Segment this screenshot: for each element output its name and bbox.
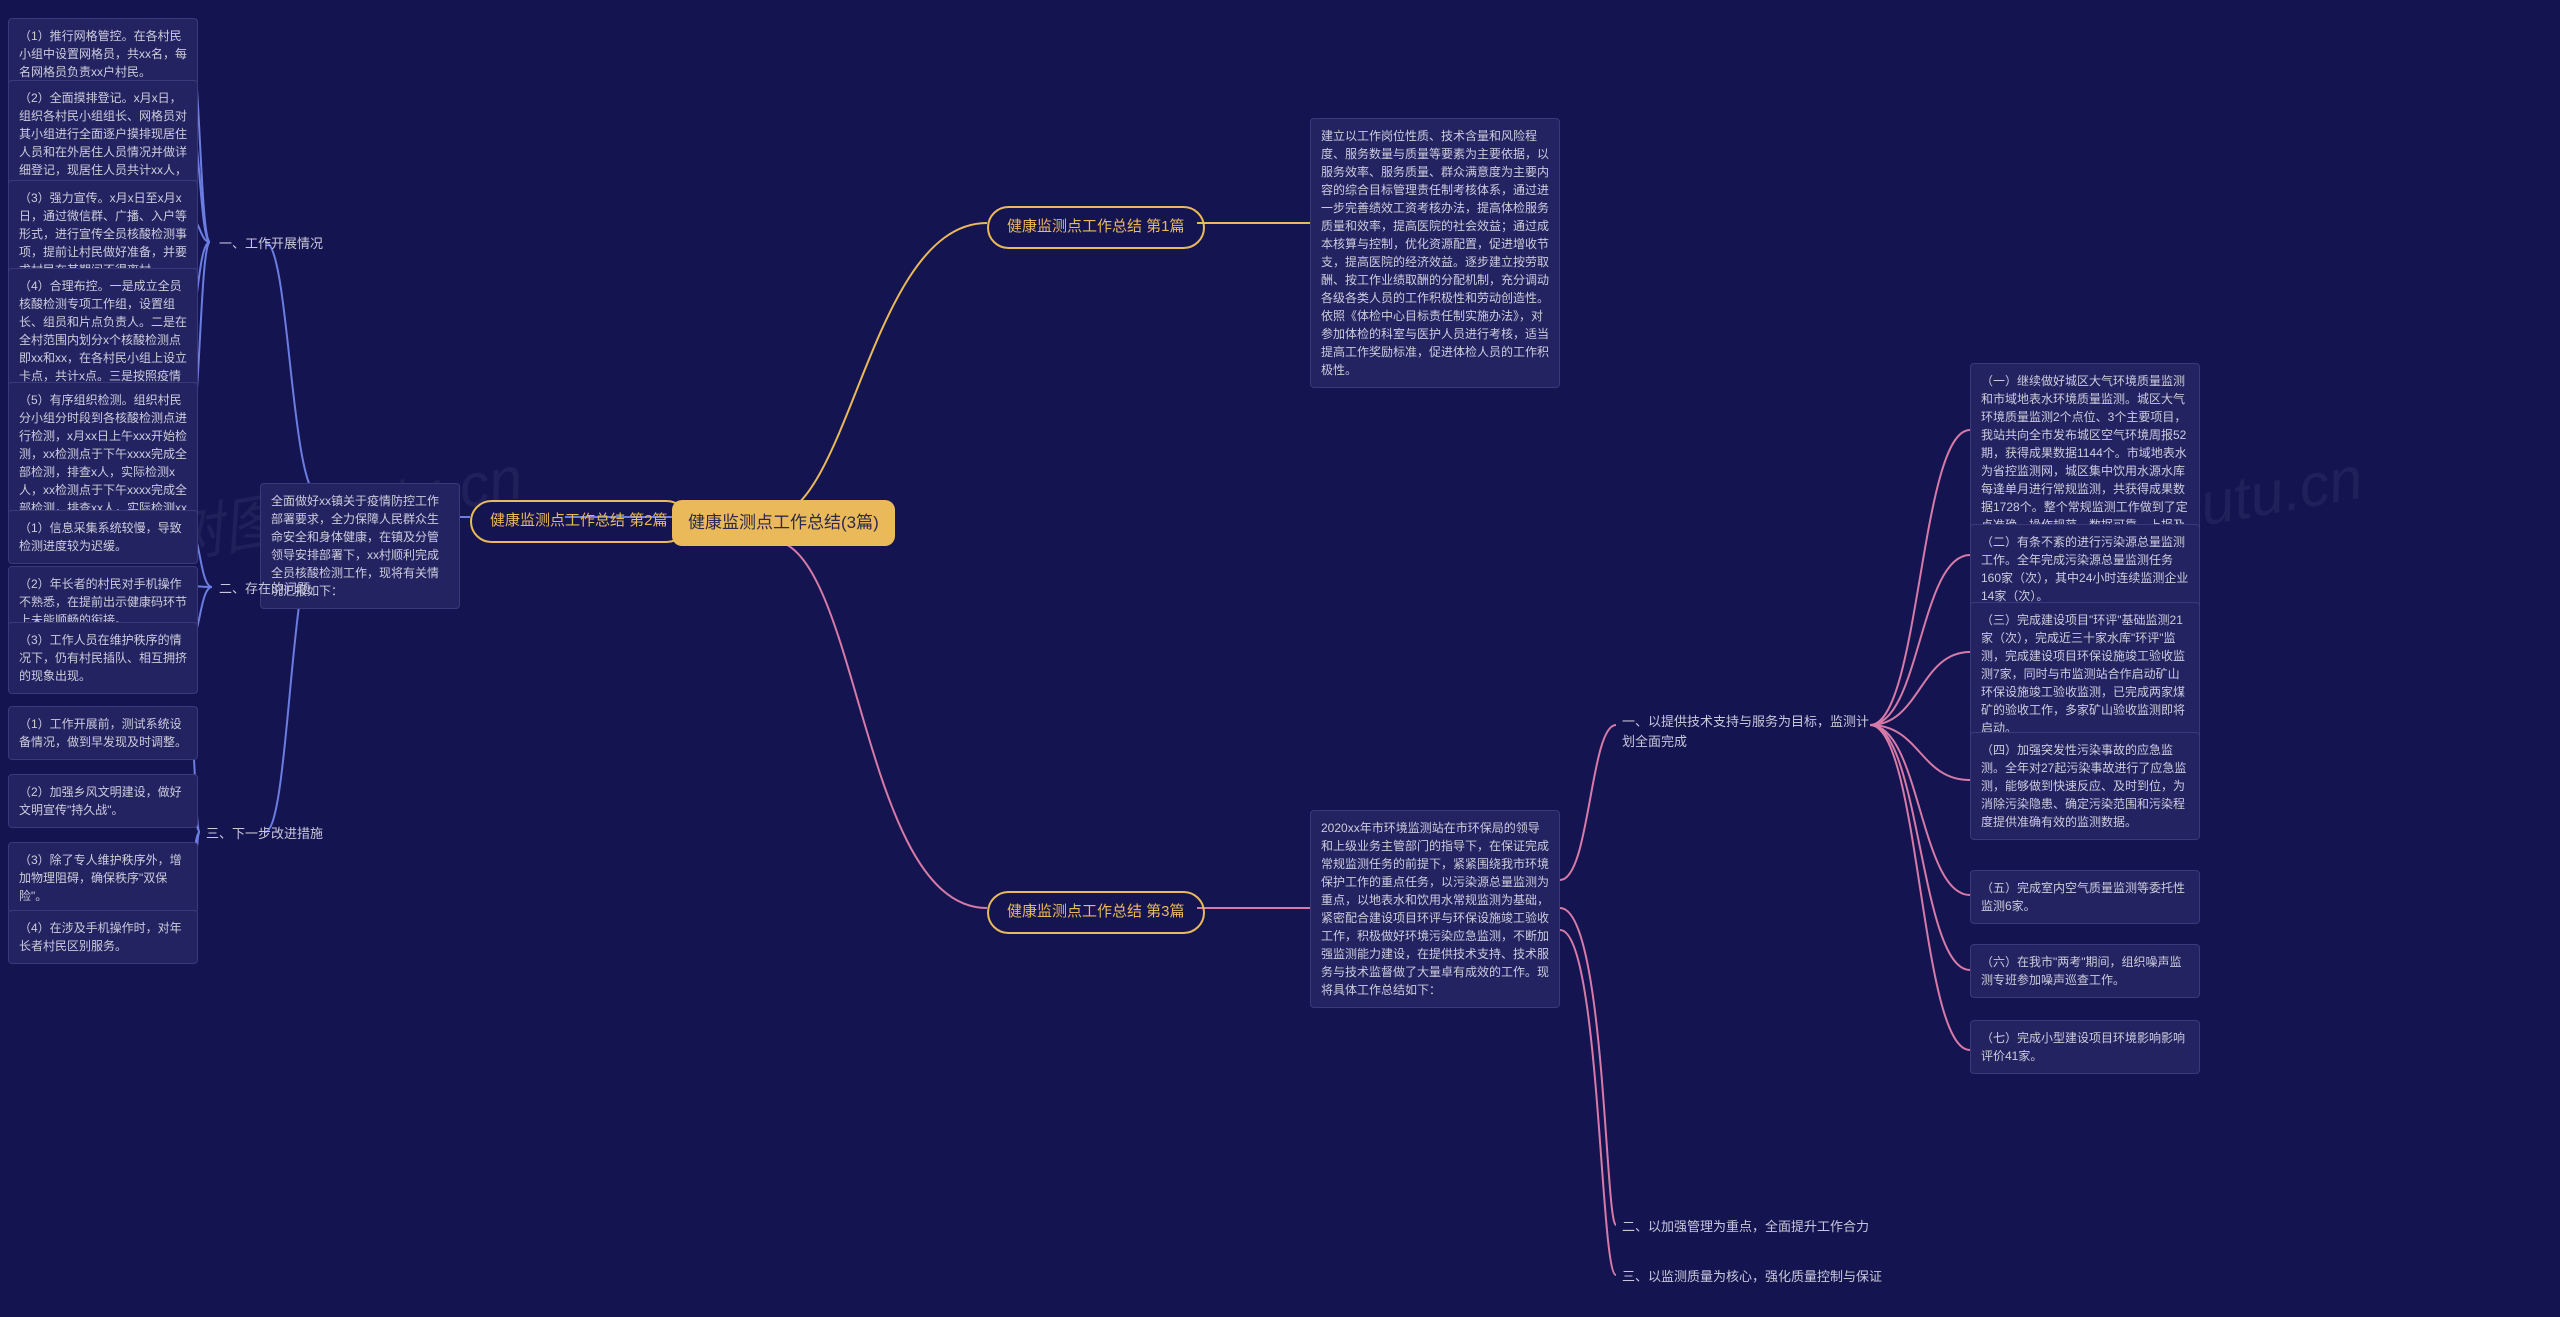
leaf-b3s1-6: （七）完成小型建设项目环境影响影响评价41家。 <box>1970 1020 2200 1074</box>
leaf-b2s3-3: （4）在涉及手机操作时，对年长者村民区别服务。 <box>8 910 198 964</box>
leaf-b2s3-0: （1）工作开展前，测试系统设备情况，做到早发现及时调整。 <box>8 706 198 760</box>
leaf-b3s1-4: （五）完成室内空气质量监测等委托性监测6家。 <box>1970 870 2200 924</box>
branch-3[interactable]: 健康监测点工作总结 第3篇 <box>987 891 1205 934</box>
leaf-b2s3-2: （3）除了专人维护秩序外，增加物理阻碍，确保秩序"双保险"。 <box>8 842 198 914</box>
branch-2[interactable]: 健康监测点工作总结 第2篇 <box>470 500 688 543</box>
leaf-b2s3-1: （2）加强乡风文明建设，做好文明宣传"持久战"。 <box>8 774 198 828</box>
branch-1[interactable]: 健康监测点工作总结 第1篇 <box>987 206 1205 249</box>
branch-2-s2[interactable]: 二、存在的问题 <box>213 577 316 601</box>
root-node[interactable]: 健康监测点工作总结(3篇) <box>672 500 895 546</box>
branch-2-s3[interactable]: 三、下一步改进措施 <box>200 822 329 846</box>
leaf-b2s2-2: （3）工作人员在维护秩序的情况下，仍有村民插队、相互拥挤的现象出现。 <box>8 622 198 694</box>
leaf-b3s1-3: （四）加强突发性污染事故的应急监测。全年对27起污染事故进行了应急监测，能够做到… <box>1970 732 2200 840</box>
branch-3-intro: 2020xx年市环境监测站在市环保局的领导和上级业务主管部门的指导下，在保证完成… <box>1310 810 1560 1008</box>
leaf-b3s1-5: （六）在我市"两考"期间，组织噪声监测专班参加噪声巡查工作。 <box>1970 944 2200 998</box>
branch-3-s2[interactable]: 二、以加强管理为重点，全面提升工作合力 <box>1616 1215 1896 1239</box>
branch-3-s1[interactable]: 一、以提供技术支持与服务为目标，监测计划全面完成 <box>1616 710 1876 753</box>
leaf-b3s1-2: （三）完成建设项目"环评"基础监测21家（次），完成近三十家水库"环评"监测，完… <box>1970 602 2200 746</box>
leaf-b2s2-0: （1）信息采集系统较慢，导致检测进度较为迟缓。 <box>8 510 198 564</box>
branch-1-body: 建立以工作岗位性质、技术含量和风险程度、服务数量与质量等要素为主要依据，以服务效… <box>1310 118 1560 388</box>
leaf-b3s1-1: （二）有条不紊的进行污染源总量监测工作。全年完成污染源总量监测任务160家（次）… <box>1970 524 2200 614</box>
branch-2-s1[interactable]: 一、工作开展情况 <box>213 232 329 256</box>
branch-3-s3[interactable]: 三、以监测质量为核心，强化质量控制与保证 <box>1616 1265 1906 1289</box>
